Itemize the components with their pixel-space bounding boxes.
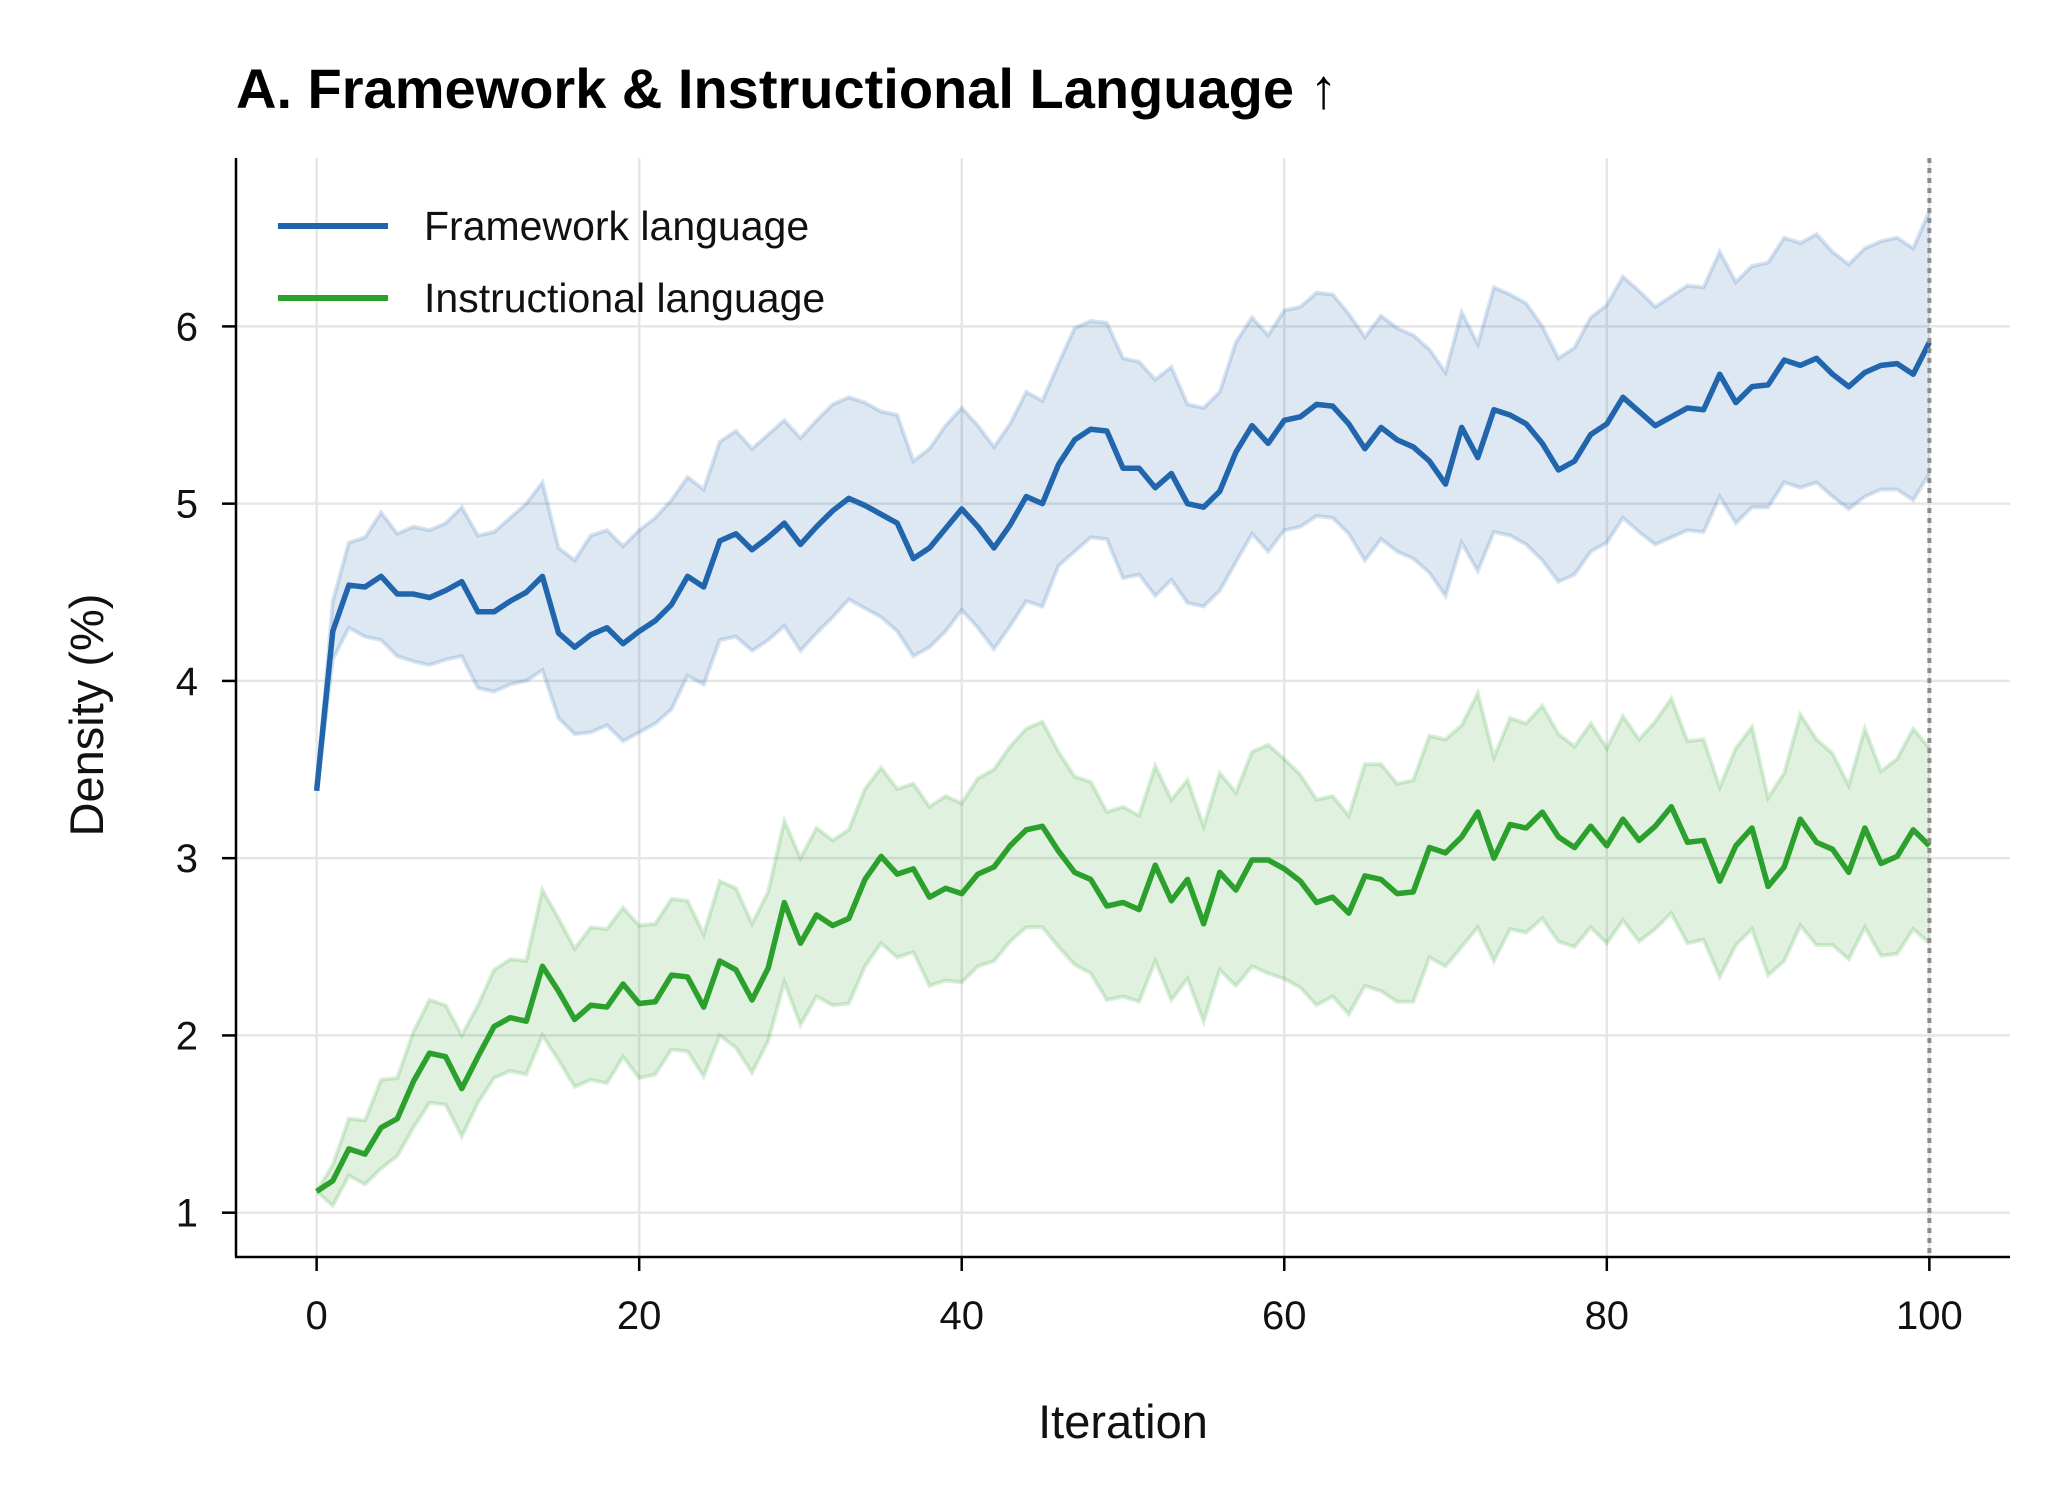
x-tick-label-0: 0 bbox=[306, 1294, 328, 1338]
legend-label-0: Framework language bbox=[424, 203, 809, 249]
y-tick-label-3: 4 bbox=[176, 660, 198, 704]
series-line-1 bbox=[315, 804, 1932, 1194]
series-line-0 bbox=[313, 341, 1932, 792]
legend: Framework language Instructional language bbox=[278, 203, 825, 321]
y-tick-label-1: 2 bbox=[176, 1014, 198, 1058]
x-ticks: 0 20 40 60 80 100 bbox=[306, 1257, 1963, 1338]
axes bbox=[234, 158, 2010, 1259]
y-tick-label-5: 6 bbox=[176, 305, 198, 349]
x-tick-label-4: 80 bbox=[1585, 1294, 1630, 1338]
x-tick-label-2: 40 bbox=[939, 1294, 984, 1338]
x-axis-label: Iteration bbox=[1038, 1395, 1208, 1448]
band-0 bbox=[316, 211, 1930, 791]
y-tick-label-2: 3 bbox=[176, 837, 198, 881]
band-1 bbox=[316, 693, 1930, 1206]
confidence-bands bbox=[314, 210, 1932, 1209]
band-upper-edge-1 bbox=[314, 687, 1931, 1193]
x-tick-label-5: 100 bbox=[1896, 1294, 1963, 1338]
x-tick-label-1: 20 bbox=[617, 1294, 662, 1338]
series-lines bbox=[313, 341, 1932, 1194]
y-axis-label: Density (%) bbox=[60, 594, 113, 837]
x-tick-label-3: 60 bbox=[1262, 1294, 1307, 1338]
y-tick-label-4: 5 bbox=[176, 483, 198, 527]
y-ticks: 1 2 3 4 5 6 bbox=[176, 305, 236, 1236]
band-lower-edge-1 bbox=[315, 909, 1931, 1209]
chart-title: A. Framework & Instructional Language ↑ bbox=[236, 57, 1338, 120]
legend-label-1: Instructional language bbox=[424, 275, 825, 321]
y-tick-label-0: 1 bbox=[176, 1192, 198, 1236]
band-upper-edge-0 bbox=[314, 210, 1932, 791]
band-lower-edge-0 bbox=[314, 472, 1932, 792]
